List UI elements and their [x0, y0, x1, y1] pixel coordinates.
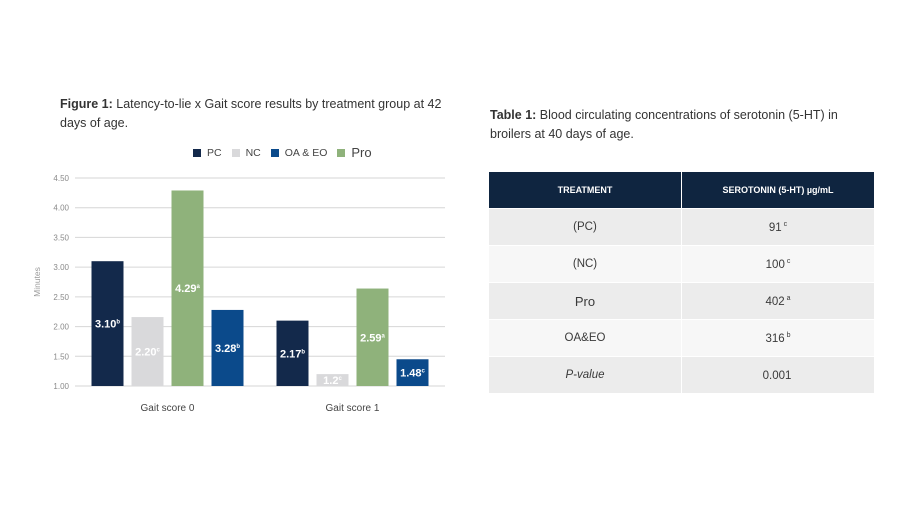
header-serotonin: SEROTONIN (5-HT) µg/mL	[681, 172, 874, 209]
treatment-cell: OA&EO	[489, 319, 682, 357]
y-tick-label: 3.50	[53, 233, 69, 242]
y-tick-label: 3.00	[53, 263, 69, 272]
value-cell: 402 a	[681, 282, 874, 320]
legend-swatch-pc	[193, 148, 201, 157]
table-row: (PC) 91 c	[489, 208, 874, 246]
data-label: 4.29a	[175, 283, 200, 295]
value-cell: 316 b	[681, 319, 874, 357]
bar-nc	[131, 317, 164, 386]
legend-label-pro: Pro	[351, 145, 372, 160]
table-row: OA&EO 316 b	[489, 319, 874, 357]
data-label: 2.59a	[360, 332, 385, 344]
legend-swatch-oa-eo	[270, 148, 279, 157]
chart-legend: PC NC OA & EO Pro	[193, 145, 382, 160]
legend-swatch-nc	[231, 148, 240, 157]
y-tick-label: 1.00	[53, 382, 69, 391]
value-text: 91	[768, 221, 782, 234]
y-axis-label: Minutes	[32, 267, 42, 297]
legend-item-oa-eo: OA & EO	[270, 146, 328, 159]
value-superscript: c	[783, 220, 788, 228]
legend-item-pro: Pro	[337, 145, 372, 160]
table-title: Table 1: Blood circulating concentration…	[490, 106, 880, 144]
table-row: P-value 0.001	[489, 356, 874, 393]
data-label: 3.28b	[215, 343, 240, 355]
y-tick-label: 1.50	[53, 352, 69, 361]
value-superscript: a	[786, 294, 791, 302]
bar-pro	[171, 190, 204, 386]
figure-title: Figure 1: Latency-to-lie x Gait score re…	[60, 95, 460, 133]
value-superscript: c	[786, 257, 791, 265]
bar-nc	[316, 374, 349, 386]
legend-item-nc: NC	[231, 146, 261, 159]
value-cell: 0.001	[681, 356, 874, 393]
legend-label-pc: PC	[207, 146, 222, 159]
treatment-cell: (NC)	[489, 245, 682, 283]
bar-oa-eo	[211, 309, 244, 386]
value-superscript: b	[786, 331, 791, 339]
data-label: 1.2c	[323, 375, 342, 387]
value-text: 100	[765, 258, 785, 271]
value-text: 0.001	[762, 369, 792, 382]
legend-swatch-pro	[337, 148, 346, 157]
data-label: 2.20c	[135, 347, 160, 359]
treatment-cell: (PC)	[489, 208, 682, 246]
x-category-label: Gait score 1	[326, 403, 380, 414]
legend-label-nc: NC	[245, 146, 261, 159]
table-row: Pro 402 a	[489, 282, 874, 320]
value-cell: 100 c	[681, 245, 874, 283]
bar-pc	[91, 261, 124, 386]
bar-pro	[356, 288, 389, 386]
table-title-text: Blood circulating concentrations of sero…	[490, 108, 838, 141]
table-header-row: TREATMENT SEROTONIN (5-HT) µg/mL	[489, 172, 874, 209]
y-tick-label: 2.50	[53, 293, 69, 302]
value-text: 402	[765, 295, 785, 308]
treatment-cell: P-value	[489, 356, 682, 393]
y-tick-label: 2.00	[53, 323, 69, 332]
legend-label-oa-eo: OA & EO	[284, 146, 328, 159]
data-label: 1.48c	[400, 368, 425, 380]
data-label: 2.17b	[280, 348, 305, 360]
table-row: (NC) 100 c	[489, 245, 874, 283]
serotonin-table: TREATMENT SEROTONIN (5-HT) µg/mL (PC) 91…	[489, 172, 874, 393]
legend-item-pc: PC	[193, 147, 222, 159]
treatment-cell: Pro	[489, 282, 682, 320]
bar-pc	[276, 320, 309, 386]
figure-title-label: Figure 1:	[60, 97, 113, 111]
table-title-label: Table 1:	[490, 108, 537, 122]
value-text: 316	[765, 332, 785, 345]
bar-oa-eo	[396, 359, 429, 386]
y-tick-label: 4.50	[53, 174, 69, 183]
data-label: 3.10b	[95, 319, 120, 331]
value-cell: 91 c	[681, 208, 874, 246]
header-treatment: TREATMENT	[489, 172, 682, 209]
x-category-label: Gait score 0	[141, 403, 195, 414]
y-tick-label: 4.00	[53, 204, 69, 213]
figure-title-text: Latency-to-lie x Gait score results by t…	[60, 97, 442, 130]
